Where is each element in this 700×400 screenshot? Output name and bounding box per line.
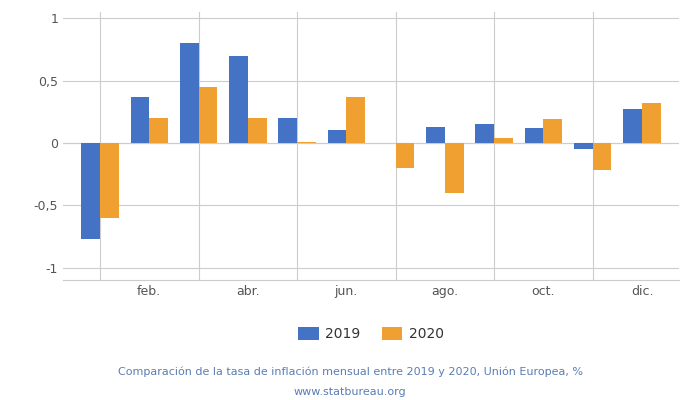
Bar bbox=[543, 119, 562, 143]
Bar bbox=[346, 97, 365, 143]
Bar bbox=[180, 43, 199, 143]
Bar bbox=[525, 128, 543, 143]
Bar bbox=[149, 118, 168, 143]
Bar bbox=[81, 143, 100, 239]
Bar bbox=[574, 143, 593, 149]
Bar bbox=[395, 143, 414, 168]
Text: www.statbureau.org: www.statbureau.org bbox=[294, 387, 406, 397]
Bar bbox=[229, 56, 248, 143]
Bar bbox=[623, 109, 642, 143]
Bar bbox=[248, 118, 267, 143]
Bar bbox=[475, 124, 494, 143]
Bar bbox=[593, 143, 612, 170]
Bar bbox=[100, 143, 119, 218]
Legend: 2019, 2020: 2019, 2020 bbox=[292, 322, 450, 347]
Bar bbox=[279, 118, 297, 143]
Bar bbox=[494, 138, 513, 143]
Bar bbox=[445, 143, 463, 193]
Bar bbox=[328, 130, 346, 143]
Bar bbox=[642, 103, 661, 143]
Bar bbox=[130, 97, 149, 143]
Bar bbox=[426, 127, 445, 143]
Text: Comparación de la tasa de inflación mensual entre 2019 y 2020, Unión Europea, %: Comparación de la tasa de inflación mens… bbox=[118, 367, 582, 377]
Bar bbox=[297, 142, 316, 143]
Bar bbox=[199, 87, 217, 143]
